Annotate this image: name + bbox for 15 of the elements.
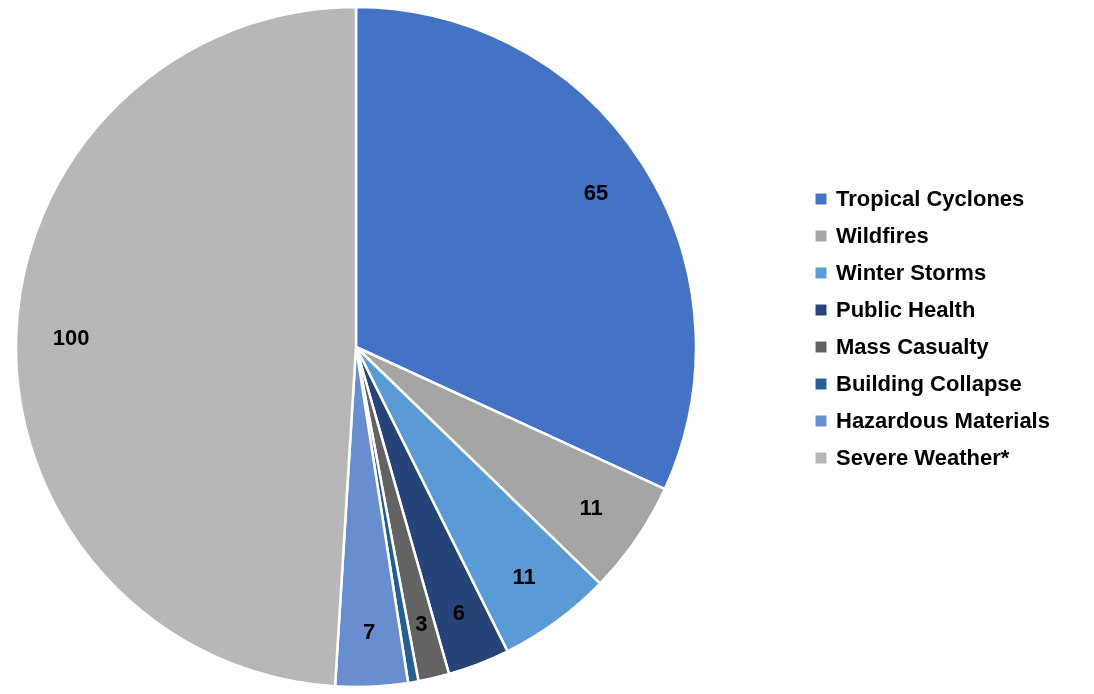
legend-label: Building Collapse bbox=[836, 371, 1022, 396]
data-label: 11 bbox=[579, 495, 603, 521]
data-label: 100 bbox=[52, 325, 90, 351]
data-label: 3 bbox=[415, 611, 428, 637]
legend-label: Mass Casualty bbox=[836, 334, 990, 359]
legend-label: Public Health bbox=[836, 297, 976, 322]
data-label: 65 bbox=[583, 180, 609, 206]
data-label: 7 bbox=[363, 618, 376, 644]
legend-label: Severe Weather* bbox=[836, 445, 1010, 470]
data-label: 6 bbox=[452, 599, 466, 625]
data-label: 11 bbox=[512, 564, 536, 590]
legend-label: Hazardous Materials bbox=[836, 408, 1050, 433]
legend-label: Tropical Cyclones bbox=[836, 186, 1025, 211]
legend-label: Wildfires bbox=[836, 223, 929, 248]
legend-label: Winter Storms bbox=[836, 260, 987, 285]
